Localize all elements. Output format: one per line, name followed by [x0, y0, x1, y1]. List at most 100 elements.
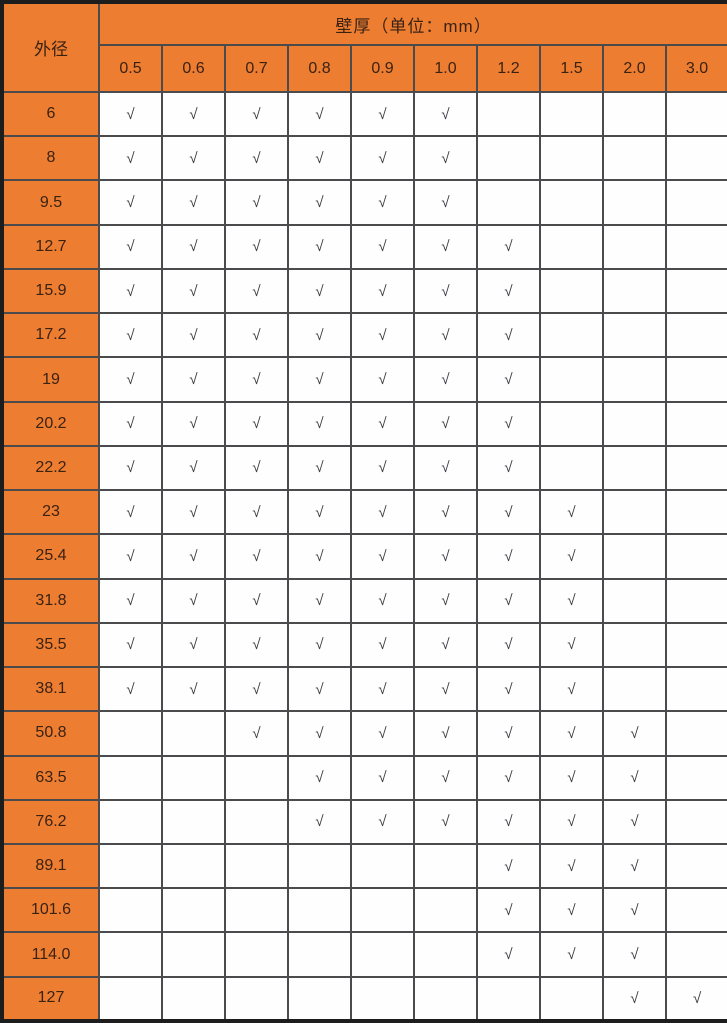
- empty-cell: [287, 887, 352, 934]
- diameter-label: 101.6: [1, 887, 100, 934]
- check-cell: √: [413, 489, 478, 536]
- check-cell: √: [224, 179, 289, 226]
- table-row: 114.0 √ √ √: [1, 931, 727, 978]
- check-cell: √: [476, 842, 541, 890]
- check-cell: √: [98, 489, 163, 536]
- empty-cell: [539, 90, 604, 138]
- empty-cell: [602, 267, 667, 315]
- empty-cell: [539, 179, 604, 226]
- check-cell: √: [350, 90, 415, 138]
- check-cell: √: [287, 179, 352, 226]
- check-cell: √: [539, 754, 604, 801]
- empty-cell: [664, 356, 727, 403]
- empty-cell: [602, 179, 667, 226]
- check-cell: √: [350, 223, 415, 270]
- check-cell: √: [161, 90, 226, 138]
- empty-cell: [664, 710, 727, 757]
- check-cell: √: [602, 710, 667, 757]
- table-row: 38.1 √ √ √ √ √ √ √ √: [1, 666, 727, 713]
- thickness-column-header: 0.7: [224, 44, 289, 93]
- empty-cell: [224, 931, 289, 978]
- empty-cell: [224, 887, 289, 934]
- check-cell: √: [350, 533, 415, 580]
- empty-cell: [664, 798, 727, 845]
- diameter-label: 50.8: [1, 710, 100, 757]
- empty-cell: [539, 135, 604, 182]
- check-cell: √: [161, 533, 226, 580]
- check-cell: √: [287, 400, 352, 447]
- thickness-column-header: 0.5: [98, 44, 163, 93]
- table-row: 31.8 √ √ √ √ √ √ √ √: [1, 577, 727, 624]
- thickness-header-row: 0.5 0.6 0.7 0.8 0.9 1.0 1.2 1.5 2.0 3.0: [2, 44, 727, 93]
- empty-cell: [664, 179, 727, 226]
- thickness-column-header: 3.0: [664, 44, 727, 93]
- check-cell: √: [413, 621, 478, 669]
- check-cell: √: [539, 887, 604, 934]
- empty-cell: [98, 975, 163, 1023]
- empty-cell: [98, 798, 163, 845]
- table-row: 63.5 √ √ √ √ √ √: [1, 754, 727, 801]
- empty-cell: [161, 798, 226, 845]
- check-cell: √: [476, 887, 541, 934]
- check-cell: √: [161, 400, 226, 447]
- check-cell: √: [602, 842, 667, 890]
- check-cell: √: [413, 666, 478, 713]
- empty-cell: [350, 887, 415, 934]
- check-cell: √: [161, 179, 226, 226]
- check-cell: √: [98, 356, 163, 403]
- empty-cell: [161, 842, 226, 890]
- check-cell: √: [287, 90, 352, 138]
- diameter-label: 38.1: [1, 666, 100, 713]
- table-row: 101.6 √ √ √: [1, 887, 727, 934]
- check-cell: √: [476, 267, 541, 315]
- check-cell: √: [350, 577, 415, 624]
- diameter-label: 89.1: [1, 842, 100, 890]
- empty-cell: [539, 356, 604, 403]
- empty-cell: [98, 710, 163, 757]
- check-cell: √: [476, 533, 541, 580]
- check-cell: √: [602, 931, 667, 978]
- empty-cell: [476, 179, 541, 226]
- check-cell: √: [224, 666, 289, 713]
- empty-cell: [664, 533, 727, 580]
- check-cell: √: [287, 223, 352, 270]
- diameter-label: 76.2: [1, 798, 100, 845]
- check-cell: √: [602, 798, 667, 845]
- check-cell: √: [287, 621, 352, 669]
- empty-cell: [664, 577, 727, 624]
- thickness-column-header: 2.0: [602, 44, 667, 93]
- check-cell: √: [98, 533, 163, 580]
- diameter-label: 31.8: [1, 577, 100, 624]
- empty-cell: [413, 842, 478, 890]
- empty-cell: [350, 931, 415, 978]
- empty-cell: [161, 931, 226, 978]
- empty-cell: [664, 621, 727, 669]
- check-cell: √: [413, 577, 478, 624]
- thickness-column-header: 0.6: [161, 44, 226, 93]
- check-cell: √: [539, 842, 604, 890]
- empty-cell: [602, 90, 667, 138]
- empty-cell: [602, 489, 667, 536]
- empty-cell: [664, 842, 727, 890]
- check-cell: √: [224, 312, 289, 359]
- check-cell: √: [413, 223, 478, 270]
- empty-cell: [664, 312, 727, 359]
- check-cell: √: [413, 312, 478, 359]
- diameter-label: 15.9: [1, 267, 100, 315]
- check-cell: √: [224, 577, 289, 624]
- check-cell: √: [224, 135, 289, 182]
- empty-cell: [602, 444, 667, 492]
- empty-cell: [224, 842, 289, 890]
- empty-cell: [287, 975, 352, 1023]
- diameter-label: 12.7: [1, 223, 100, 270]
- table-row: 127 √ √: [1, 975, 727, 1023]
- check-cell: √: [476, 489, 541, 536]
- check-cell: √: [224, 710, 289, 757]
- check-cell: √: [539, 533, 604, 580]
- table-row: 22.2 √ √ √ √ √ √ √: [1, 444, 727, 492]
- check-cell: √: [224, 267, 289, 315]
- check-cell: √: [539, 666, 604, 713]
- check-cell: √: [602, 754, 667, 801]
- table-row: 6 √ √ √ √ √ √: [1, 90, 727, 138]
